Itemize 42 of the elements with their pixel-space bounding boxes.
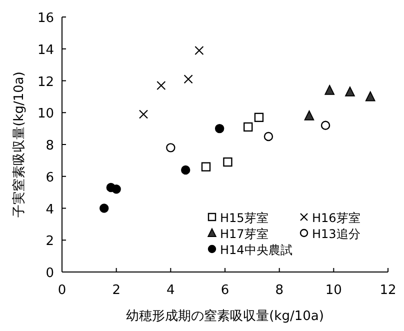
- point: [214, 124, 224, 134]
- legend-label: H15芽室: [220, 211, 268, 225]
- point: [184, 74, 193, 84]
- y-tick-label: 14: [37, 42, 54, 58]
- point: [201, 162, 211, 172]
- point: [156, 80, 166, 90]
- x-tick-label: 4: [166, 283, 175, 298]
- x-tick-label: 6: [220, 283, 230, 298]
- legend-label: H16芽室: [312, 211, 360, 225]
- x-tick-label: 0: [58, 283, 66, 298]
- y-tick-label: 16: [37, 11, 54, 26]
- y-tick-label: 10: [37, 106, 54, 122]
- point: [304, 110, 314, 120]
- x-tick-label: 10: [325, 283, 342, 298]
- point: [324, 85, 334, 95]
- y-tick-label: 8: [46, 138, 54, 154]
- point: [254, 112, 264, 122]
- x-tick-label: 12: [380, 283, 396, 298]
- point: [138, 110, 148, 119]
- y-tick-label: 6: [46, 170, 54, 186]
- point: [194, 46, 204, 56]
- x-axis-title: 幼穂形成期の窒素吸収量(kg/10a): [126, 308, 324, 324]
- y-tick-label: 2: [46, 234, 54, 250]
- point: [223, 157, 232, 167]
- y-tick-label: 4: [46, 202, 54, 218]
- point: [112, 184, 121, 194]
- point: [181, 165, 190, 175]
- legend-label: H17芽室: [220, 227, 268, 241]
- point: [365, 91, 376, 102]
- legend-label: H14中央農試: [220, 243, 292, 257]
- point: [345, 86, 355, 96]
- point: [166, 143, 176, 152]
- x-tick-label: 2: [112, 283, 120, 298]
- point: [264, 132, 274, 142]
- x-tick-label: 8: [275, 283, 284, 298]
- point: [243, 122, 253, 132]
- y-tick-label: 12: [37, 74, 54, 90]
- point: [100, 204, 109, 213]
- legend-label: H13追分: [312, 227, 360, 241]
- y-axis-title: 子実窒素吸収量(kg/10a): [11, 72, 27, 218]
- y-tick-label: 0: [46, 266, 54, 281]
- point: [320, 120, 330, 130]
